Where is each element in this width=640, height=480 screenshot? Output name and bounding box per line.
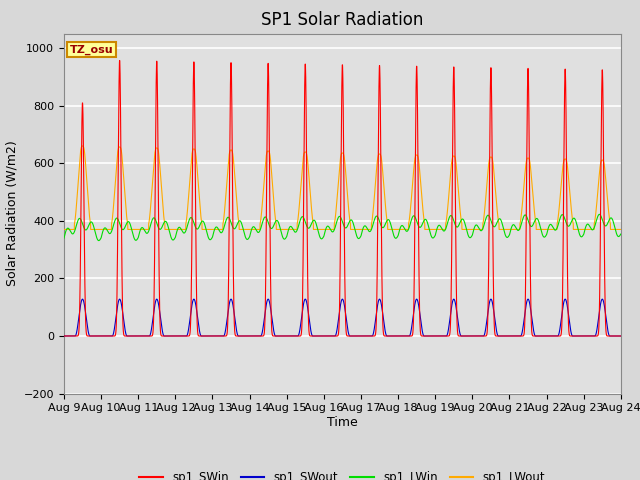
Y-axis label: Solar Radiation (W/m2): Solar Radiation (W/m2) <box>5 141 18 287</box>
Text: TZ_osu: TZ_osu <box>70 44 113 55</box>
Legend: sp1_SWin, sp1_SWout, sp1_LWin, sp1_LWout: sp1_SWin, sp1_SWout, sp1_LWin, sp1_LWout <box>134 466 550 480</box>
Title: SP1 Solar Radiation: SP1 Solar Radiation <box>261 11 424 29</box>
X-axis label: Time: Time <box>327 416 358 429</box>
